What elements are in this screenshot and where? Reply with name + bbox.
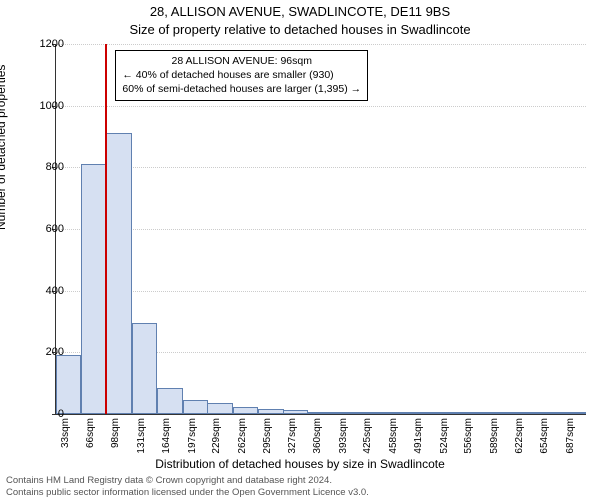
histogram-bar bbox=[183, 400, 208, 414]
histogram-bar bbox=[561, 412, 586, 414]
histogram-bar bbox=[308, 412, 333, 414]
title-subtitle: Size of property relative to detached ho… bbox=[0, 22, 600, 37]
histogram-bar bbox=[459, 412, 484, 414]
histogram-bar bbox=[409, 412, 434, 414]
histogram-bar bbox=[157, 388, 182, 414]
y-tick-label: 1200 bbox=[40, 38, 64, 50]
y-tick-label: 0 bbox=[58, 408, 64, 420]
histogram-bar bbox=[132, 323, 157, 414]
gridline bbox=[56, 291, 586, 292]
histogram-bar bbox=[258, 409, 283, 414]
histogram-bar bbox=[106, 133, 131, 414]
histogram-bar bbox=[358, 412, 383, 414]
x-tick-label: 622sqm bbox=[514, 418, 525, 458]
x-tick-label: 131sqm bbox=[136, 418, 147, 458]
x-tick-label: 524sqm bbox=[439, 418, 450, 458]
histogram-bar bbox=[81, 164, 106, 414]
x-tick-label: 295sqm bbox=[262, 418, 273, 458]
x-axis-label: Distribution of detached houses by size … bbox=[0, 457, 600, 471]
histogram-bar bbox=[485, 412, 510, 414]
info-box-line3: 60% of semi-detached houses are larger (… bbox=[122, 82, 361, 96]
histogram-bar bbox=[435, 412, 460, 414]
gridline bbox=[56, 106, 586, 107]
y-tick-label: 200 bbox=[46, 346, 64, 358]
info-box-line1: 28 ALLISON AVENUE: 96sqm bbox=[122, 54, 361, 68]
y-tick-label: 400 bbox=[46, 285, 64, 297]
x-tick-label: 229sqm bbox=[211, 418, 222, 458]
title-address: 28, ALLISON AVENUE, SWADLINCOTE, DE11 9B… bbox=[0, 4, 600, 19]
histogram-bar bbox=[56, 355, 81, 414]
x-tick-label: 98sqm bbox=[110, 418, 121, 458]
y-axis-label: Number of detached properties bbox=[0, 65, 8, 230]
x-tick-label: 164sqm bbox=[161, 418, 172, 458]
x-tick-label: 458sqm bbox=[388, 418, 399, 458]
x-tick-label: 262sqm bbox=[237, 418, 248, 458]
x-tick-label: 425sqm bbox=[362, 418, 373, 458]
info-box: 28 ALLISON AVENUE: 96sqm← 40% of detache… bbox=[115, 50, 368, 101]
histogram-bar bbox=[535, 412, 560, 414]
x-tick-label: 66sqm bbox=[85, 418, 96, 458]
histogram-bar bbox=[233, 407, 258, 414]
y-tick-label: 800 bbox=[46, 161, 64, 173]
histogram-bar bbox=[207, 403, 232, 414]
property-marker-line bbox=[105, 44, 107, 414]
gridline bbox=[56, 167, 586, 168]
histogram-bar bbox=[510, 412, 535, 414]
gridline bbox=[56, 229, 586, 230]
x-tick-label: 327sqm bbox=[287, 418, 298, 458]
histogram-bar bbox=[334, 412, 359, 414]
x-tick-label: 360sqm bbox=[312, 418, 323, 458]
info-box-line2: ← 40% of detached houses are smaller (93… bbox=[122, 68, 361, 82]
chart-container: 28, ALLISON AVENUE, SWADLINCOTE, DE11 9B… bbox=[0, 0, 600, 500]
x-tick-label: 589sqm bbox=[489, 418, 500, 458]
histogram-bar bbox=[384, 412, 409, 414]
x-tick-label: 654sqm bbox=[539, 418, 550, 458]
y-tick-label: 600 bbox=[46, 223, 64, 235]
histogram-bar bbox=[283, 410, 308, 414]
x-tick-label: 687sqm bbox=[565, 418, 576, 458]
x-tick-label: 491sqm bbox=[413, 418, 424, 458]
footer-copyright-2: Contains public sector information licen… bbox=[6, 487, 369, 498]
y-tick-label: 1000 bbox=[40, 100, 64, 112]
x-tick-label: 393sqm bbox=[338, 418, 349, 458]
x-tick-label: 197sqm bbox=[187, 418, 198, 458]
gridline bbox=[56, 44, 586, 45]
footer-copyright-1: Contains HM Land Registry data © Crown c… bbox=[6, 475, 332, 486]
x-tick-label: 33sqm bbox=[60, 418, 71, 458]
y-tick bbox=[52, 414, 56, 415]
x-tick-label: 556sqm bbox=[463, 418, 474, 458]
plot-area: 33sqm66sqm98sqm131sqm164sqm197sqm229sqm2… bbox=[55, 44, 586, 415]
